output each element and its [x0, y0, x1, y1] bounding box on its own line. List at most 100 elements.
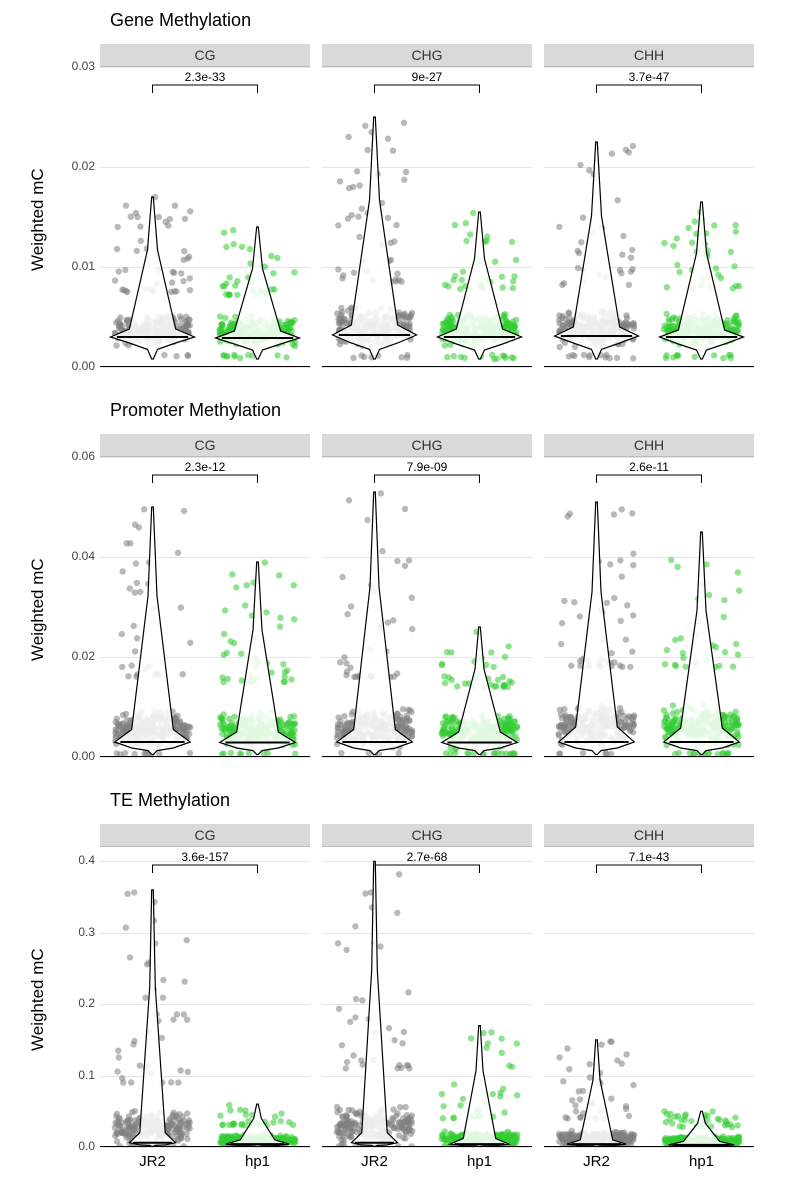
data-point — [730, 663, 736, 669]
data-point — [716, 663, 722, 669]
data-point — [672, 637, 678, 643]
data-point — [121, 287, 127, 293]
facet-strip: CHH — [544, 44, 754, 67]
data-point — [291, 269, 297, 275]
plot-svg: 2.3e-12 — [100, 457, 310, 757]
data-point — [491, 356, 497, 362]
data-point — [713, 265, 719, 271]
data-point — [406, 322, 412, 328]
pvalue-label: 7.9e-09 — [407, 460, 448, 474]
data-point — [507, 320, 513, 326]
plot-svg: 3.7e-47 — [544, 67, 754, 367]
data-point — [334, 1129, 340, 1135]
data-point — [661, 719, 667, 725]
data-point — [338, 311, 344, 317]
data-point — [238, 651, 244, 657]
plot-area: 2.3e-12 — [100, 457, 310, 757]
data-point — [113, 1131, 119, 1137]
data-point — [282, 1135, 288, 1141]
data-point — [463, 220, 469, 226]
data-point — [359, 206, 365, 212]
data-point — [362, 123, 368, 129]
data-point — [180, 278, 186, 284]
data-point — [577, 613, 583, 619]
ytick-label: 0.0 — [55, 1139, 95, 1153]
data-point — [377, 943, 383, 949]
data-point — [399, 1040, 405, 1046]
data-point — [160, 995, 166, 1001]
data-point — [609, 151, 615, 157]
xtick-label: JR2 — [572, 1153, 622, 1170]
data-point — [119, 1075, 125, 1081]
data-point — [442, 1134, 448, 1140]
data-point — [440, 1103, 446, 1109]
data-point — [354, 168, 360, 174]
data-point — [663, 1119, 669, 1125]
data-point — [619, 1061, 625, 1067]
data-point — [348, 603, 354, 609]
data-point — [492, 259, 498, 265]
data-point — [355, 214, 361, 220]
data-point — [706, 592, 712, 598]
pvalue-bracket — [597, 475, 702, 483]
data-point — [490, 1091, 496, 1097]
data-point — [623, 1106, 629, 1112]
data-point — [349, 1107, 355, 1113]
data-point — [598, 1041, 604, 1047]
data-point — [393, 222, 399, 228]
data-point — [187, 640, 193, 646]
data-point — [409, 626, 415, 632]
data-point — [113, 342, 119, 348]
data-point — [222, 315, 228, 321]
data-point — [177, 1067, 183, 1073]
violin — [450, 1026, 509, 1147]
y-axis-label: Weighted mC — [28, 558, 48, 661]
data-point — [580, 214, 586, 220]
data-point — [137, 223, 143, 229]
data-point — [558, 711, 564, 717]
data-point — [134, 248, 140, 254]
data-point — [362, 890, 368, 896]
data-point — [184, 1125, 190, 1131]
data-point — [345, 216, 351, 222]
data-point — [237, 750, 243, 756]
data-point — [165, 222, 171, 228]
data-point — [343, 672, 349, 678]
data-point — [357, 1109, 363, 1115]
data-point — [402, 563, 408, 569]
data-point — [115, 224, 121, 230]
facet-strip: CHG — [322, 434, 532, 457]
data-point — [228, 750, 234, 756]
data-point — [115, 1048, 121, 1054]
data-point — [485, 1040, 491, 1046]
data-point — [229, 321, 235, 327]
data-point — [614, 355, 620, 361]
data-point — [402, 1104, 408, 1110]
data-point — [402, 310, 408, 316]
data-point — [711, 352, 717, 358]
data-point — [221, 230, 227, 236]
data-point — [341, 1122, 347, 1128]
data-point — [270, 270, 276, 276]
data-point — [566, 1066, 572, 1072]
data-point — [394, 910, 400, 916]
data-point — [623, 636, 629, 642]
data-point — [608, 1096, 614, 1102]
data-point — [736, 588, 742, 594]
data-point — [221, 652, 227, 658]
data-point — [439, 1091, 445, 1097]
data-point — [137, 589, 143, 595]
data-point — [219, 1122, 225, 1128]
data-point — [450, 1115, 456, 1121]
ytick-label: 0.3 — [55, 925, 95, 939]
data-point — [440, 1115, 446, 1121]
data-point — [443, 750, 449, 756]
data-point — [619, 506, 625, 512]
data-point — [272, 1114, 278, 1120]
ytick-label: 0.02 — [55, 159, 95, 173]
data-point — [346, 497, 352, 503]
data-point — [573, 1108, 579, 1114]
data-point — [667, 1111, 673, 1117]
data-point — [283, 354, 289, 360]
data-point — [672, 662, 678, 668]
